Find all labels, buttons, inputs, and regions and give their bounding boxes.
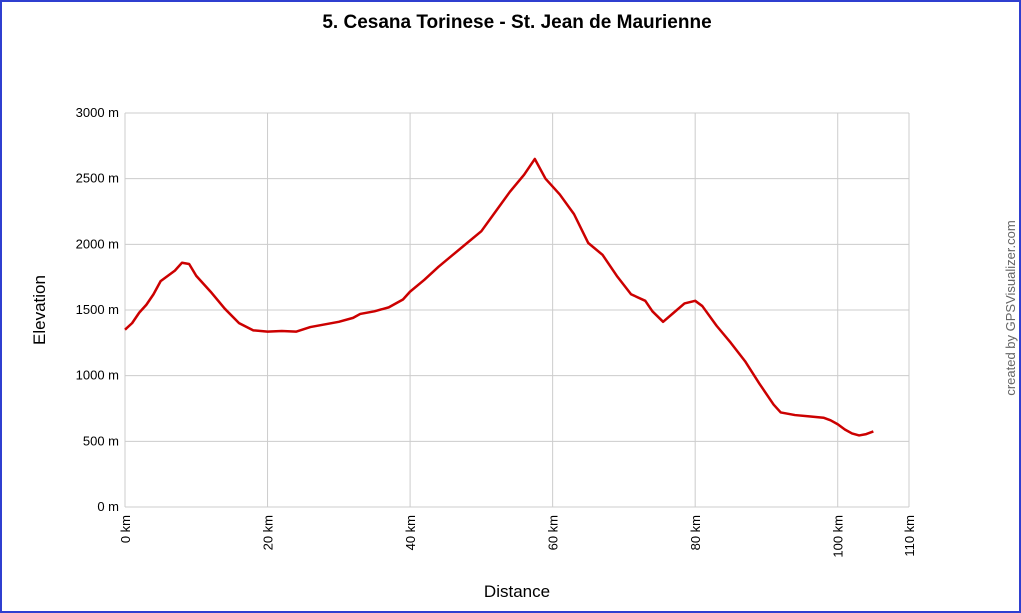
x-tick-label: 60 km xyxy=(546,515,561,550)
y-tick-label: 2500 m xyxy=(76,171,119,186)
x-tick-label: 100 km xyxy=(831,515,846,558)
x-tick-label: 0 km xyxy=(118,515,133,543)
x-tick-label: 20 km xyxy=(261,515,276,550)
y-tick-label: 3000 m xyxy=(76,105,119,120)
y-axis-label: Elevation xyxy=(30,275,49,345)
y-tick-label: 1500 m xyxy=(76,302,119,317)
x-axis-label: Distance xyxy=(484,582,550,601)
credit: created by GPSVisualizer.com xyxy=(1003,220,1018,395)
y-tick-label: 2000 m xyxy=(76,236,119,251)
x-tick-label: 80 km xyxy=(688,515,703,550)
y-tick-label: 500 m xyxy=(83,433,119,448)
y-tick-label: 0 m xyxy=(97,499,119,514)
y-tick-label: 1000 m xyxy=(76,368,119,383)
x-tick-label: 110 km xyxy=(902,515,917,557)
elevation-line xyxy=(124,157,874,437)
x-tick-label: 40 km xyxy=(403,515,418,550)
chart-title: 5. Cesana Torinese - St. Jean de Maurien… xyxy=(322,12,711,33)
